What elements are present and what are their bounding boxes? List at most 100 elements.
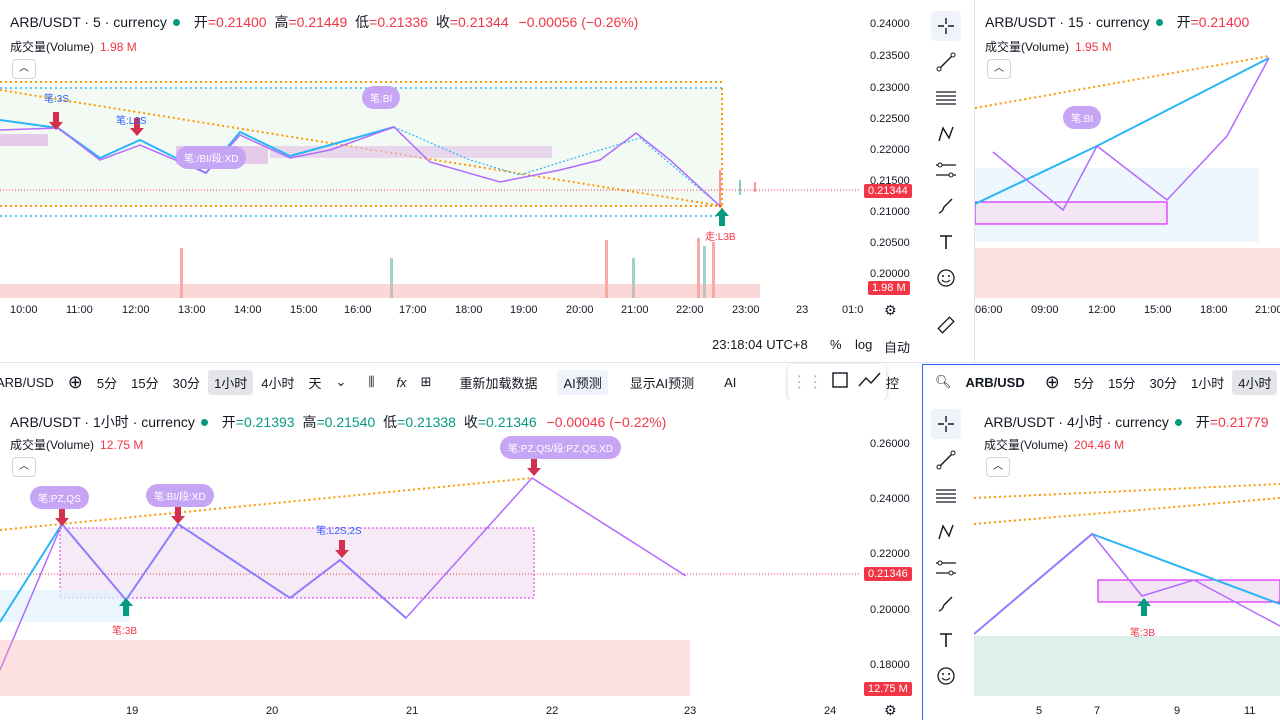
brush-icon[interactable] bbox=[931, 589, 961, 619]
ai-predict-button[interactable]: AI预测 bbox=[557, 369, 608, 395]
collapse-legend-button[interactable]: ︿ bbox=[12, 457, 36, 477]
market-status-dot bbox=[172, 19, 180, 26]
volume-legend[interactable]: 成交量(Volume) 204.46 M bbox=[984, 438, 1125, 452]
crosshair-icon[interactable] bbox=[931, 11, 961, 41]
legend-row: ARB/USDT · 15 · currency 开=0.21400 bbox=[985, 14, 1250, 30]
buy-arrow bbox=[715, 208, 729, 226]
templates-icon[interactable]: ⊞ bbox=[420, 374, 432, 389]
open-value: =0.21400 bbox=[207, 14, 267, 30]
chart-canvas[interactable] bbox=[974, 400, 1280, 720]
percent-toggle[interactable]: % bbox=[830, 337, 842, 352]
signal-label[interactable]: 笔:BI bbox=[362, 86, 401, 109]
signal-label[interactable]: 笔:/BI/段:XD bbox=[176, 146, 247, 169]
candles bbox=[719, 170, 756, 208]
signal-label[interactable]: 笔:BI/段:XD bbox=[146, 484, 214, 507]
collapse-legend-button[interactable]: ︿ bbox=[12, 59, 36, 79]
signal-text: 走:L3B bbox=[705, 232, 736, 243]
control-button[interactable]: 控 bbox=[886, 376, 900, 391]
interval-5m[interactable]: 5分 bbox=[1073, 375, 1095, 391]
prediction-icon[interactable] bbox=[931, 155, 961, 185]
interval-1d[interactable]: 天 bbox=[308, 375, 322, 391]
chart-canvas[interactable] bbox=[0, 0, 922, 362]
fib-icon[interactable] bbox=[931, 481, 961, 511]
interval-4h[interactable]: 4小时 bbox=[1232, 369, 1278, 395]
last-price-tag: 0.21344 bbox=[864, 184, 912, 198]
emoji-icon[interactable] bbox=[931, 661, 961, 691]
volume-legend[interactable]: 成交量(Volume) 1.95 M bbox=[985, 40, 1112, 54]
indicators-icon[interactable]: fx bbox=[396, 374, 407, 390]
volume-legend[interactable]: 成交量(Volume) 12.75 M bbox=[10, 438, 144, 452]
projection-icon[interactable] bbox=[857, 370, 883, 395]
interval-1h[interactable]: 1小时 bbox=[208, 369, 254, 395]
show-ai-predict-button[interactable]: 显示AI预测 bbox=[629, 375, 695, 391]
chart-canvas[interactable] bbox=[975, 0, 1280, 362]
rectangle-icon[interactable] bbox=[830, 370, 850, 395]
floating-drawing-widget[interactable]: ⋮⋮ bbox=[788, 364, 886, 400]
volume-legend[interactable]: 成交量(Volume) 1.98 M bbox=[10, 40, 137, 54]
chevron-down-icon[interactable]: ⌄ bbox=[335, 374, 347, 389]
interval-15m[interactable]: 15分 bbox=[1108, 375, 1136, 391]
add-compare-icon[interactable]: ⊕ bbox=[67, 371, 83, 392]
pattern-icon[interactable] bbox=[931, 517, 961, 547]
symbol-search[interactable]: ARB/USD bbox=[965, 374, 1025, 390]
close-value: =0.21344 bbox=[449, 14, 509, 30]
interval-1h[interactable]: 1小时 bbox=[1191, 375, 1225, 391]
chart-canvas[interactable] bbox=[0, 400, 922, 720]
symbol-title[interactable]: ARB/USDT · 5 · currency bbox=[10, 14, 167, 30]
sell-arrow bbox=[130, 118, 144, 136]
interval-15m[interactable]: 15分 bbox=[131, 375, 159, 391]
log-toggle[interactable]: log bbox=[855, 337, 873, 352]
change-value: −0.00056 (−0.26%) bbox=[518, 14, 639, 30]
interval-5m[interactable]: 5分 bbox=[96, 375, 118, 391]
symbol-title[interactable]: ARB/USDT · 4小时 · currency bbox=[984, 414, 1169, 430]
drawing-toolbar bbox=[925, 8, 967, 343]
emoji-icon[interactable] bbox=[931, 263, 961, 293]
drag-handle-icon[interactable]: ⋮⋮ bbox=[791, 374, 824, 391]
signal-label[interactable]: 笔:PZ,QS bbox=[30, 486, 89, 509]
interval-4h[interactable]: 4小时 bbox=[261, 375, 295, 391]
symbol-title[interactable]: ARB/USDT · 15 · currency bbox=[985, 14, 1150, 30]
auto-scale-toggle[interactable]: 自动 bbox=[884, 340, 911, 355]
collapse-legend-button[interactable]: ︿ bbox=[986, 457, 1010, 477]
pattern-icon[interactable] bbox=[931, 119, 961, 149]
crosshair-icon[interactable] bbox=[931, 409, 961, 439]
chart-pane-4h[interactable]: ARB/USDT · 4小时 · currency 开=0.21779 成交量(… bbox=[974, 400, 1280, 720]
signal-label[interactable]: 笔:BI bbox=[1063, 106, 1102, 129]
text-icon[interactable] bbox=[931, 227, 961, 257]
add-compare-icon[interactable]: ⊕ bbox=[1044, 371, 1060, 392]
volume-tag: 12.75 M bbox=[864, 682, 912, 696]
chart-pane-5m[interactable]: ARB/USDT · 5 · currency 开=0.21400 高=0.21… bbox=[0, 0, 922, 362]
prediction-icon[interactable] bbox=[931, 553, 961, 583]
chart-pane-15m[interactable]: ARB/USDT · 15 · currency 开=0.21400 成交量(V… bbox=[974, 0, 1280, 362]
signal-label[interactable]: 笔:PZ,QS/段:PZ,QS,XD bbox=[500, 436, 622, 459]
candle-type-icon[interactable]: ⫼ bbox=[368, 374, 375, 389]
interval-30m[interactable]: 30分 bbox=[1149, 375, 1178, 391]
pane-divider[interactable] bbox=[0, 362, 1280, 363]
interval-toolbar-4h: 🔍︎ ARB/USD ⊕ 5分 15分 30分 1小时 4小时 天 bbox=[922, 364, 1280, 399]
chart-pane-1h[interactable]: ARB/USDT · 1小时 · currency 开=0.21393 高=0.… bbox=[0, 400, 922, 720]
collapse-legend-button[interactable]: ︿ bbox=[987, 59, 1011, 79]
legend-row: ARB/USDT · 4小时 · currency 开=0.21779 bbox=[984, 414, 1269, 430]
legend-row: ARB/USDT · 1小时 · currency 开=0.21393 高=0.… bbox=[10, 414, 667, 430]
sell-arrow bbox=[171, 506, 185, 524]
interval-30m[interactable]: 30分 bbox=[172, 375, 201, 391]
reload-data-button[interactable]: 重新加载数据 bbox=[459, 375, 538, 391]
search-icon[interactable]: 🔍︎ bbox=[935, 374, 952, 389]
symbol-search[interactable]: ARB/USD bbox=[0, 374, 54, 390]
ruler-icon[interactable] bbox=[931, 310, 961, 340]
ai-button[interactable]: AI bbox=[724, 374, 737, 390]
brush-icon[interactable] bbox=[931, 191, 961, 221]
trendline-icon[interactable] bbox=[931, 445, 961, 475]
symbol-title[interactable]: ARB/USDT · 1小时 · currency bbox=[10, 414, 195, 430]
volume-bars bbox=[0, 238, 760, 298]
clock[interactable]: 23:18:04 UTC+8 bbox=[712, 337, 808, 352]
signal-text: 笔:L2S,2S bbox=[316, 526, 362, 537]
settings-gear-icon[interactable]: ⚙ bbox=[884, 702, 897, 718]
trendline-icon[interactable] bbox=[931, 47, 961, 77]
settings-gear-icon[interactable]: ⚙ bbox=[884, 302, 897, 318]
text-icon[interactable] bbox=[931, 625, 961, 655]
market-status-dot bbox=[200, 419, 208, 426]
fib-icon[interactable] bbox=[931, 83, 961, 113]
high-value: =0.21449 bbox=[288, 14, 348, 30]
signal-text: 笔:3B bbox=[1130, 628, 1156, 639]
